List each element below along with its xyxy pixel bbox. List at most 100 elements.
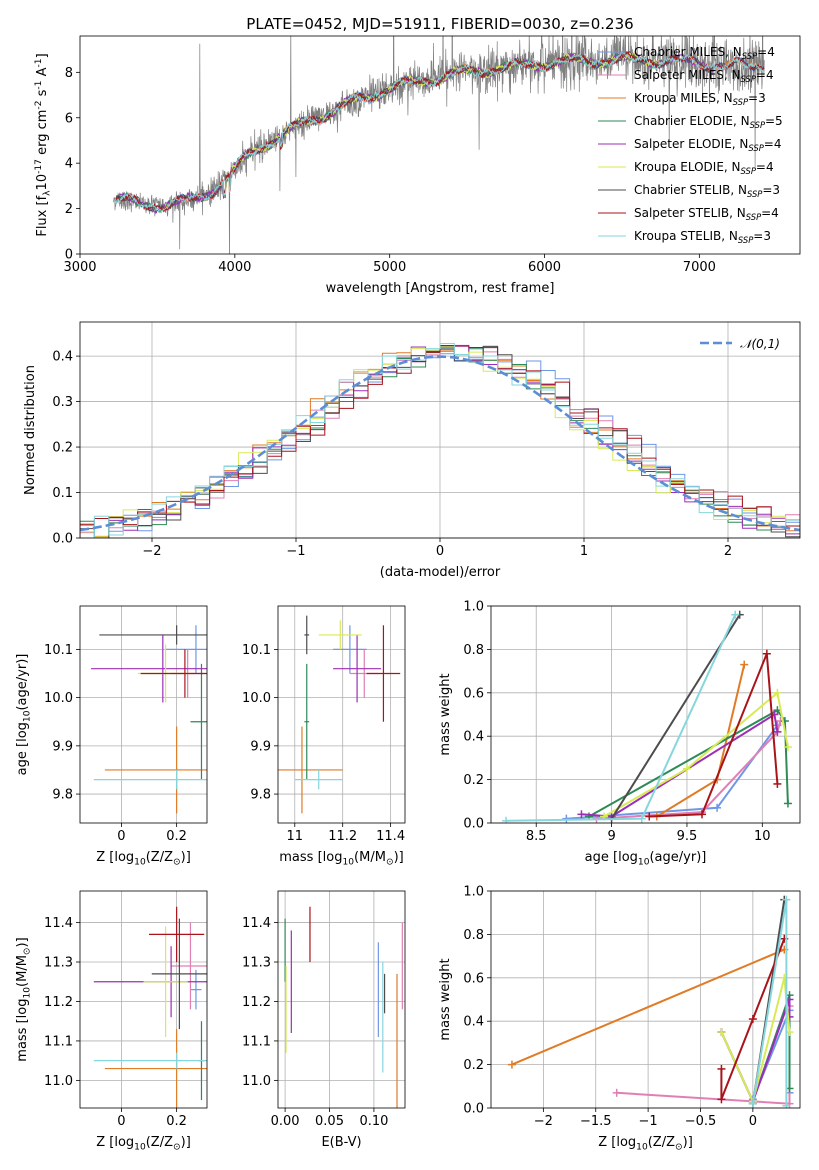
age-vs-Z-ylabel: age [log10​(age/yr)] [15,654,32,776]
legend-label: Chabrier ELODIE, NSSP​=5 [634,114,783,130]
y-tick-label: 10.0 [44,691,73,706]
spectrum-title: PLATE=0452, MJD=51911, FIBERID=0030, z=0… [246,15,633,33]
weight-line-salpeter-stelib [720,938,786,1100]
y-tick-label: 0.4 [463,730,484,745]
mass-vs-Z-frame [79,890,208,1109]
weight-point [562,814,571,823]
errorbar-chabrier-stelib [151,918,207,1030]
weight-vs-Z-axes: −2 −1.5 −1 −0.5 0 0.0 0.2 0.4 0.6 0.8 1.0 Z [log10​… [438,885,801,1152]
errorbar-salpeter-stelib [366,625,401,722]
errorbar-salpeter-elodie [91,634,207,703]
x-tick-label: 0.00 [271,1114,300,1129]
weight-line-chabrier-stelib [610,614,741,820]
age-vs-Z-frame [79,605,208,824]
spectrum-ylabel: Flux [fλ​10-17​ erg cm-2​ s-1​ A-1​] [34,53,52,236]
x-tick-label: 9.5 [677,829,698,844]
age-vs-Z-marks [91,625,207,814]
residual-histogram-salpeter-elodie [80,345,800,538]
age-vs-mass-frame [277,605,406,824]
mass-vs-ebv-frame [277,890,406,1109]
weight-point [773,779,782,788]
y-tick-label: 0.2 [52,441,73,456]
x-tick-label: 0 [749,1114,757,1129]
y-tick-label: 0.8 [463,928,484,943]
errorbar-kroupa-stelib [93,1052,207,1069]
weight-line-salpeter-stelib [649,653,779,818]
legend-label: Chabrier MILES, NSSP​=4 [634,45,775,61]
weight-point [645,812,654,821]
x-tick-label: 8.5 [526,829,547,844]
x-tick-label: −1 [639,1114,658,1129]
weight-vs-age-marks [502,610,792,823]
x-tick-label: 5000 [373,260,406,275]
errorbar-kroupa-elodie [318,620,362,650]
weight-vs-Z-marks [507,895,794,1108]
spectrum-legend: Chabrier MILES, NSSP​=4 Salpeter MILES, N… [598,45,783,245]
y-tick-label: 9.8 [250,788,271,803]
legend-label: Kroupa STELIB, NSSP​=3 [634,229,771,245]
y-tick-label: 0.3 [52,395,73,410]
mass-vs-Z-ylabel: mass [log10​(M/M⊙​)] [15,937,32,1061]
y-tick-label: 0.4 [52,350,73,365]
x-tick-label: 0.2 [166,1114,187,1129]
y-tick-label: 10.1 [44,643,73,658]
y-tick-label: 1.0 [463,600,484,615]
weight-vs-age-xlabel: age [log10​(age/yr)] [585,850,707,867]
x-tick-label: 3000 [63,260,96,275]
weight-vs-age-ylabel: mass weight [438,673,453,755]
legend-label: Salpeter ELODIE, NSSP​=4 [634,137,782,153]
y-tick-label: 0 [65,248,73,263]
x-tick-label: 0.05 [315,1114,344,1129]
y-tick-label: 9.9 [250,739,271,754]
mass-vs-Z-xlabel: Z [log10​(Z/Z⊙​)] [96,1135,191,1152]
spectrum-frame [79,35,801,255]
mass-vs-ebv-xlabel: E(B-V) [321,1135,361,1150]
weight-point [731,610,740,619]
weight-point [713,803,722,812]
weight-line-salpeter-elodie [581,712,779,818]
y-tick-label: 0.2 [463,1058,484,1073]
weight-vs-Z-xlabel: Z [log10​(Z/Z⊙​)] [598,1135,693,1152]
y-tick-label: 1.0 [463,885,484,900]
x-tick-label: −0.5 [685,1114,717,1129]
weight-point [740,660,749,669]
x-tick-label: 11.4 [376,829,405,844]
y-tick-label: 9.8 [52,788,73,803]
weight-point [773,727,782,736]
residuals-marks [80,343,800,538]
weight-point [717,1064,726,1073]
x-tick-label: 7000 [683,260,716,275]
mass-vs-Z-axes: 0 0.2 11.0 11.1 11.2 11.3 11.4 Z [log10​(Z/Z⊙​)… [15,890,208,1152]
weight-point [698,810,707,819]
x-tick-label: 6000 [528,260,561,275]
errorbar-salpeter-stelib [149,906,205,963]
x-tick-label: 2 [724,544,732,559]
mass-vs-ebv-grid [278,891,405,1108]
y-tick-label: 4 [65,157,73,172]
y-tick-label: 0.6 [463,971,484,986]
age-vs-mass-xlabel: mass [log10​(M/M⊙​)] [279,850,403,867]
legend-label: Salpeter STELIB, NSSP​=4 [634,206,779,222]
y-tick-label: 0.1 [52,486,73,501]
x-tick-label: 11.2 [328,829,357,844]
mass-vs-ebv-axes: 0.00 0.05 0.10 11.0 11.1 11.2 11.3 11.4 E(B-V) [242,890,406,1150]
weight-vs-Z-frame [490,890,801,1109]
x-tick-label: −2 [534,1114,553,1129]
y-tick-label: 2 [65,202,73,217]
y-tick-label: 11.2 [44,995,73,1010]
mass-vs-Z-marks [93,906,207,1108]
weight-vs-age-axes: 8.5 9 9.5 10 0.0 0.2 0.4 0.6 0.8 1.0 age [log10​(a… [438,600,801,867]
weight-point [748,1099,757,1108]
errorbar-salpeter-elodie [333,634,382,703]
y-tick-label: 11.3 [242,956,271,971]
model-spectrum-kroupa-stelib [115,52,765,214]
x-tick-label: −1 [286,544,305,559]
residuals-ylabel: Normed distribution [23,365,38,495]
y-tick-label: 10.1 [242,643,271,658]
x-tick-label: 0.10 [359,1114,388,1129]
weight-point [783,799,792,808]
age-vs-mass-marks [278,615,401,814]
errorbar-kroupa-elodie [143,926,188,1037]
x-tick-label: −2 [142,544,161,559]
